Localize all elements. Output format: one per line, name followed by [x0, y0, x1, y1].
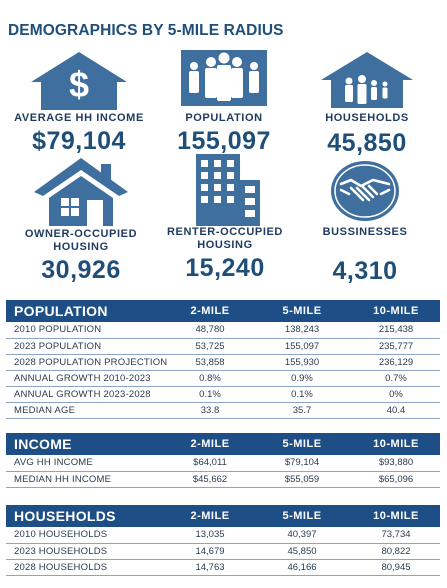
- row-label: ANNUAL GROWTH 2023-2028: [6, 386, 168, 403]
- row-label: ANNUAL GROWTH 2010-2023: [6, 370, 168, 387]
- households-table-title: HOUSEHOLDS: [6, 505, 168, 527]
- income-table: INCOME 2-MILE 5-MILE 10-MILE AVG HH INCO…: [6, 433, 440, 488]
- column-header-2-mile: 2-MILE: [168, 433, 252, 455]
- stat-label: HOUSEHOLDS: [325, 112, 409, 124]
- stat-households: HOUSEHOLDS 45,850: [292, 50, 442, 158]
- cell-10-mile: 80,945: [352, 559, 440, 576]
- cell-10-mile: 0.7%: [352, 370, 440, 387]
- cell-5-mile: 0.9%: [252, 370, 352, 387]
- table-row: MEDIAN HH INCOME $45,662 $55,059 $65,096: [6, 471, 440, 488]
- cell-5-mile: $55,059: [252, 471, 352, 488]
- table-row: 2023 POPULATION 53,725 155,097 235,777: [6, 338, 440, 355]
- cell-2-mile: 14,763: [168, 559, 252, 576]
- cell-5-mile: 35.7: [252, 402, 352, 419]
- stat-label: POPULATION: [185, 112, 263, 124]
- stat-value: 15,240: [185, 254, 265, 282]
- svg-text:$: $: [69, 64, 89, 105]
- column-header-5-mile: 5-MILE: [252, 433, 352, 455]
- cell-10-mile: $93,880: [352, 455, 440, 472]
- column-header-10-mile: 10-MILE: [352, 505, 440, 527]
- cell-2-mile: 33.8: [168, 402, 252, 419]
- stat-label: RENTER-OCCUPIED HOUSING: [167, 226, 283, 251]
- stat-value: $79,104: [32, 127, 126, 155]
- stat-renter-occupied-housing: RENTER-OCCUPIED HOUSING 15,240: [150, 154, 300, 283]
- cell-5-mile: 155,930: [252, 354, 352, 371]
- row-label: 2023 HOUSEHOLDS: [6, 543, 168, 560]
- income-table-title: INCOME: [6, 433, 168, 455]
- stat-label: AVERAGE HH INCOME: [14, 112, 144, 124]
- stat-value: 30,926: [41, 256, 121, 284]
- table-row: 2023 HOUSEHOLDS 14,679 45,850 80,822: [6, 543, 440, 560]
- cell-5-mile: 46,166: [252, 559, 352, 576]
- cell-5-mile: 0.1%: [252, 386, 352, 403]
- stat-value: 155,097: [177, 127, 271, 155]
- stat-label: OWNER-OCCUPIED HOUSING: [24, 228, 138, 253]
- stat-label: BUSSINESSES: [322, 226, 408, 238]
- cell-2-mile: 0.8%: [168, 370, 252, 387]
- column-header-2-mile: 2-MILE: [168, 505, 252, 527]
- row-label: 2010 HOUSEHOLDS: [6, 527, 168, 544]
- table-row: ANNUAL GROWTH 2010-2023 0.8% 0.9% 0.7%: [6, 370, 440, 387]
- cell-5-mile: 155,097: [252, 338, 352, 355]
- cell-2-mile: 53,858: [168, 354, 252, 371]
- cell-2-mile: $45,662: [168, 471, 252, 488]
- cell-10-mile: 215,438: [352, 322, 440, 339]
- table-row: 2010 POPULATION 48,780 138,243 215,438: [6, 322, 440, 339]
- table-row: 2010 HOUSEHOLDS 13,035 40,397 73,734: [6, 527, 440, 544]
- building-icon: [196, 154, 260, 226]
- column-header-5-mile: 5-MILE: [252, 300, 352, 322]
- table-row: MEDIAN AGE 33.8 35.7 40.4: [6, 402, 440, 419]
- cell-2-mile: 14,679: [168, 543, 252, 560]
- cell-10-mile: $65,096: [352, 471, 440, 488]
- stat-businesses: BUSSINESSES 4,310: [290, 160, 440, 286]
- row-label: 2023 POPULATION: [6, 338, 168, 355]
- column-header-5-mile: 5-MILE: [252, 505, 352, 527]
- stat-value: 4,310: [332, 257, 398, 285]
- cell-10-mile: 0%: [352, 386, 440, 403]
- cell-2-mile: 53,725: [168, 338, 252, 355]
- population-table-title: POPULATION: [6, 300, 168, 322]
- stat-owner-occupied-housing: OWNER-OCCUPIED HOUSING 30,926: [6, 156, 156, 285]
- row-label: 2010 POPULATION: [6, 322, 168, 339]
- people-icon: [181, 50, 267, 106]
- row-label: 2028 HOUSEHOLDS: [6, 559, 168, 576]
- house-icon: [34, 158, 128, 226]
- cell-10-mile: 236,129: [352, 354, 440, 371]
- cell-10-mile: 73,734: [352, 527, 440, 544]
- cell-10-mile: 80,822: [352, 543, 440, 560]
- handshake-icon: [331, 161, 399, 221]
- table-row: 2028 POPULATION PROJECTION 53,858 155,93…: [6, 354, 440, 371]
- cell-2-mile: 13,035: [168, 527, 252, 544]
- table-row: AVG HH INCOME $64,011 $79,104 $93,880: [6, 455, 440, 472]
- row-label: MEDIAN HH INCOME: [6, 471, 168, 488]
- row-label: AVG HH INCOME: [6, 455, 168, 472]
- table-row: ANNUAL GROWTH 2023-2028 0.1% 0.1% 0%: [6, 386, 440, 403]
- cell-5-mile: 138,243: [252, 322, 352, 339]
- households-table: HOUSEHOLDS 2-MILE 5-MILE 10-MILE 2010 HO…: [6, 505, 440, 576]
- row-label: MEDIAN AGE: [6, 402, 168, 419]
- cell-10-mile: 235,777: [352, 338, 440, 355]
- stat-value: 45,850: [327, 129, 407, 157]
- dollar-house-icon: $: [31, 52, 127, 110]
- table-row: 2028 HOUSEHOLDS 14,763 46,166 80,945: [6, 559, 440, 576]
- column-header-10-mile: 10-MILE: [352, 433, 440, 455]
- stat-average-hh-income: $ AVERAGE HH INCOME $79,104: [4, 50, 154, 156]
- column-header-2-mile: 2-MILE: [168, 300, 252, 322]
- cell-5-mile: $79,104: [252, 455, 352, 472]
- family-house-icon: [321, 52, 413, 108]
- cell-10-mile: 40.4: [352, 402, 440, 419]
- row-label: 2028 POPULATION PROJECTION: [6, 354, 168, 371]
- population-table: POPULATION 2-MILE 5-MILE 10-MILE 2010 PO…: [6, 300, 440, 419]
- page-title: DEMOGRAPHICS BY 5-MILE RADIUS: [8, 22, 284, 39]
- stat-population: POPULATION 155,097: [149, 50, 299, 156]
- column-header-10-mile: 10-MILE: [352, 300, 440, 322]
- cell-5-mile: 40,397: [252, 527, 352, 544]
- cell-2-mile: 48,780: [168, 322, 252, 339]
- cell-5-mile: 45,850: [252, 543, 352, 560]
- cell-2-mile: 0.1%: [168, 386, 252, 403]
- cell-2-mile: $64,011: [168, 455, 252, 472]
